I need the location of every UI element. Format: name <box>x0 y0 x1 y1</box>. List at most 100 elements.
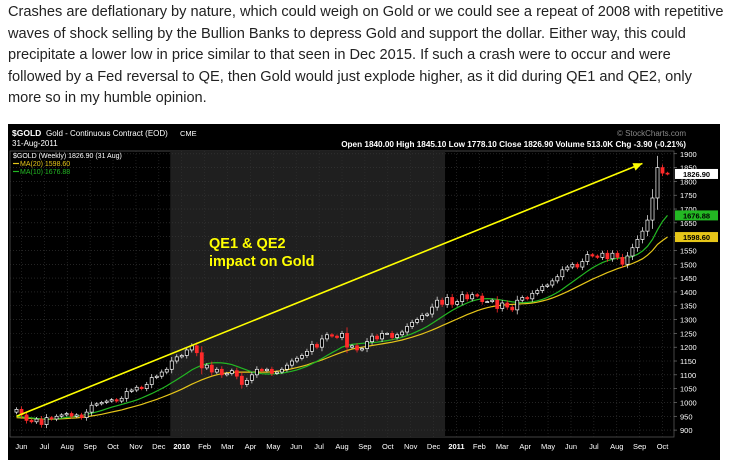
shaded-range-0 <box>170 151 446 437</box>
x-tick-label: 2011 <box>448 442 464 451</box>
candle-body <box>630 247 635 257</box>
x-tick-label: May <box>266 442 280 451</box>
candle-body <box>224 373 229 376</box>
candle-body <box>79 414 84 419</box>
price-tag-label: 1826.90 <box>683 170 710 179</box>
x-tick-label: Sep <box>83 442 96 451</box>
candle-body <box>540 286 545 291</box>
candles <box>14 155 670 429</box>
candle-body <box>445 297 450 305</box>
candle-body <box>184 349 189 356</box>
annotation-line2: impact on Gold <box>209 254 315 270</box>
y-tick-label: 1850 <box>680 164 697 173</box>
candle-body <box>665 172 670 175</box>
ma20-path <box>16 236 668 420</box>
candle-body <box>525 297 530 300</box>
candle-body <box>635 239 640 249</box>
candle-body <box>229 370 234 374</box>
candle-body <box>645 219 650 232</box>
x-tick-label: Apr <box>245 442 257 451</box>
x-tick-label: 2010 <box>173 442 190 451</box>
x-tick-label: Jul <box>40 442 50 451</box>
candle-body <box>139 386 144 389</box>
price-tag-label: 1598.60 <box>683 233 710 242</box>
candle-body <box>290 360 294 366</box>
x-tick-label: Mar <box>221 442 234 451</box>
candle-body <box>515 299 520 311</box>
candle-body <box>144 384 149 389</box>
candle-body <box>24 414 29 421</box>
candle-body <box>510 306 515 311</box>
gold-chart: $GOLD Gold - Continuous Contract (EOD) C… <box>8 124 720 460</box>
candle-body <box>325 334 329 340</box>
chart-svg: $GOLD Gold - Continuous Contract (EOD) C… <box>8 124 720 460</box>
x-tick-label: Oct <box>382 442 395 451</box>
candle-body <box>84 411 89 419</box>
candle-body <box>495 299 500 309</box>
candle-body <box>179 355 184 358</box>
candle-body <box>320 338 324 348</box>
x-tick-label: Sep <box>633 442 646 451</box>
candle-body <box>300 355 304 359</box>
candle-body <box>595 255 600 258</box>
candle-body <box>340 333 344 338</box>
candle-body <box>29 420 34 423</box>
candle-body <box>149 377 154 385</box>
price-tag-label: 1676.88 <box>683 211 710 220</box>
candle-body <box>244 380 249 385</box>
candle-body <box>34 418 39 423</box>
y-tick-label: 1000 <box>680 398 697 407</box>
candle-body <box>234 370 239 377</box>
y-tick-label: 1200 <box>680 343 697 352</box>
candle-body <box>194 345 199 354</box>
chart-exchange: CME <box>180 129 197 138</box>
candle-body <box>209 364 214 373</box>
candle-body <box>219 368 224 376</box>
x-tick-label: Aug <box>610 442 623 451</box>
candle-body <box>590 254 595 257</box>
legend-price: $GOLD (Weekly) 1826.90 (31 Aug) <box>13 153 122 160</box>
ma10-line <box>16 215 668 420</box>
candle-body <box>259 368 264 372</box>
candle-body <box>465 294 470 300</box>
y-tick-label: 1150 <box>680 357 696 366</box>
candle-body <box>285 364 289 370</box>
y-tick-label: 1900 <box>680 150 697 159</box>
candle-body <box>660 167 665 174</box>
x-tick-label: Feb <box>198 442 211 451</box>
x-axis: Jun Jul Aug Sep Oct Nov Dec 2010 Feb Mar Apr May Jun… <box>15 442 669 451</box>
candle-body <box>365 341 369 349</box>
y-tick-label: 1500 <box>680 260 697 269</box>
candle-body <box>274 371 279 374</box>
candle-body <box>505 302 510 308</box>
price-tag-bg <box>675 168 718 179</box>
candle-body <box>375 335 379 340</box>
candle-body <box>530 292 535 300</box>
candle-body <box>570 263 575 268</box>
candle-body <box>485 301 490 303</box>
candle-body <box>44 417 49 425</box>
candle-body <box>420 315 425 320</box>
candle-body <box>370 335 374 343</box>
x-tick-label: Jul <box>589 442 599 451</box>
x-tick-label: Dec <box>427 442 441 451</box>
candle-body <box>164 368 169 373</box>
price-tag-bg <box>675 210 718 221</box>
candle-body <box>129 389 134 392</box>
x-tick-label: Nov <box>129 442 143 451</box>
candle-body <box>625 255 630 265</box>
candle-body <box>114 399 119 402</box>
candle-body <box>69 413 74 417</box>
candle-body <box>280 368 284 373</box>
candle-body <box>264 368 269 372</box>
x-tick-label: Aug <box>335 442 348 451</box>
candle-body <box>600 252 605 258</box>
candle-body <box>405 326 410 333</box>
trendline <box>16 162 643 418</box>
y-tick-label: 1750 <box>680 191 697 200</box>
candle-body <box>450 297 455 305</box>
x-tick-label: Apr <box>519 442 531 451</box>
ma20-line <box>16 236 668 420</box>
candle-body <box>565 266 570 271</box>
y-tick-label: 1650 <box>680 219 697 228</box>
